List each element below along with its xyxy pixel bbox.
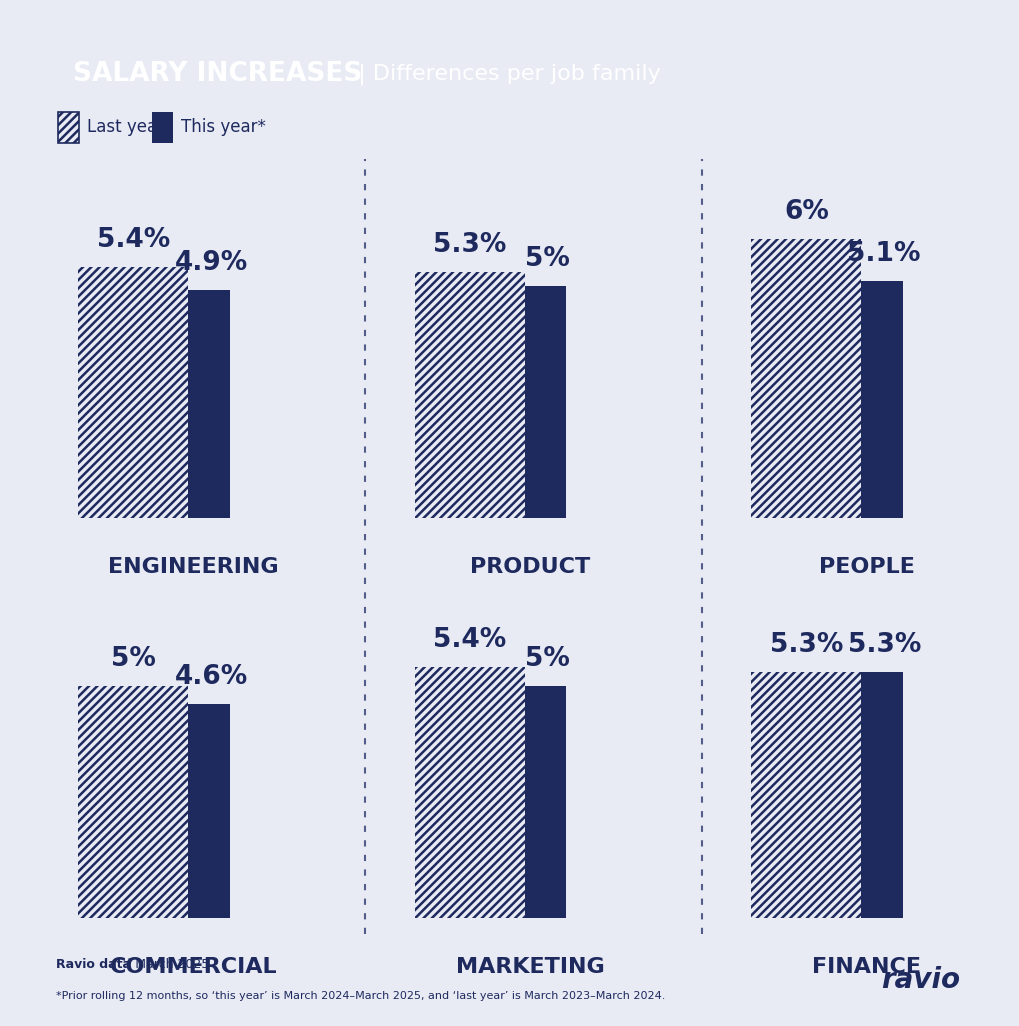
Text: FINANCE: FINANCE <box>812 956 920 977</box>
Text: 5.3%: 5.3% <box>433 232 506 258</box>
Text: Ravio data: Ravio data <box>56 957 131 971</box>
Bar <box>415 285 566 518</box>
Bar <box>751 672 861 918</box>
Bar <box>78 290 229 518</box>
Text: PRODUCT: PRODUCT <box>470 556 590 577</box>
Text: | March 2025: | March 2025 <box>123 957 209 971</box>
Text: ravio: ravio <box>880 965 960 994</box>
Text: SALARY INCREASES: SALARY INCREASES <box>73 62 362 87</box>
Text: Last year*: Last year* <box>87 118 172 136</box>
Bar <box>415 667 525 918</box>
Text: 5.1%: 5.1% <box>847 241 920 267</box>
Bar <box>78 704 229 918</box>
Text: | Differences per job family: | Differences per job family <box>351 64 660 85</box>
Text: COMMERCIAL: COMMERCIAL <box>110 956 277 977</box>
Bar <box>152 112 173 143</box>
Text: 5%: 5% <box>525 245 570 272</box>
Bar <box>751 239 861 518</box>
Bar <box>751 281 902 518</box>
Text: 5.3%: 5.3% <box>847 632 920 658</box>
Bar <box>78 685 189 918</box>
Bar <box>751 672 902 918</box>
Text: PEOPLE: PEOPLE <box>818 556 914 577</box>
Bar <box>58 112 79 143</box>
Bar <box>415 685 566 918</box>
Text: 5.4%: 5.4% <box>433 627 506 654</box>
Bar <box>78 267 189 518</box>
Text: 4.6%: 4.6% <box>174 665 248 690</box>
Text: *Prior rolling 12 months, so ‘this year’ is March 2024–March 2025, and ‘last yea: *Prior rolling 12 months, so ‘this year’… <box>56 991 664 1000</box>
Text: MARKETING: MARKETING <box>455 956 604 977</box>
Text: 5.4%: 5.4% <box>97 227 170 253</box>
Text: 5.3%: 5.3% <box>769 632 843 658</box>
Text: 4.9%: 4.9% <box>174 250 248 276</box>
Text: 5%: 5% <box>111 645 156 672</box>
Text: ENGINEERING: ENGINEERING <box>108 556 279 577</box>
Bar <box>415 272 525 518</box>
Text: 5%: 5% <box>525 645 570 672</box>
Text: This year*: This year* <box>180 118 265 136</box>
Text: 6%: 6% <box>784 199 828 225</box>
